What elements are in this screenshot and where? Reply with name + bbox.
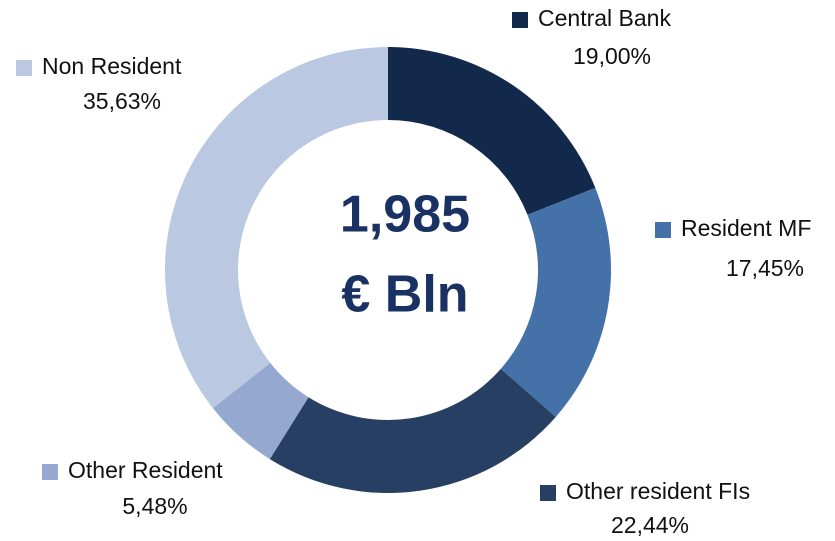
donut-slice bbox=[269, 368, 556, 493]
value-label: 17,45% bbox=[726, 255, 804, 281]
center-unit: € Bln bbox=[341, 266, 468, 324]
donut-slice bbox=[164, 46, 388, 409]
value-label: 5,48% bbox=[122, 493, 187, 519]
donut-slice bbox=[212, 362, 309, 460]
legend-swatch bbox=[540, 485, 556, 501]
category-label: Resident MF bbox=[681, 215, 811, 241]
value-label: 35,63% bbox=[83, 88, 161, 114]
category-label: Other resident FIs bbox=[566, 478, 750, 504]
category-label: Non Resident bbox=[42, 53, 182, 79]
donut-slice bbox=[388, 47, 596, 215]
legend-swatch bbox=[655, 222, 671, 238]
legend-swatch bbox=[42, 464, 58, 480]
center-total: 1,985 bbox=[340, 186, 470, 244]
value-label: 22,44% bbox=[611, 512, 689, 538]
category-label: Central Bank bbox=[538, 5, 671, 31]
category-label: Other Resident bbox=[68, 457, 223, 483]
legend-swatch bbox=[16, 60, 32, 76]
value-label: 19,00% bbox=[573, 43, 651, 69]
legend-swatch bbox=[512, 12, 528, 28]
donut-slice bbox=[500, 187, 611, 417]
